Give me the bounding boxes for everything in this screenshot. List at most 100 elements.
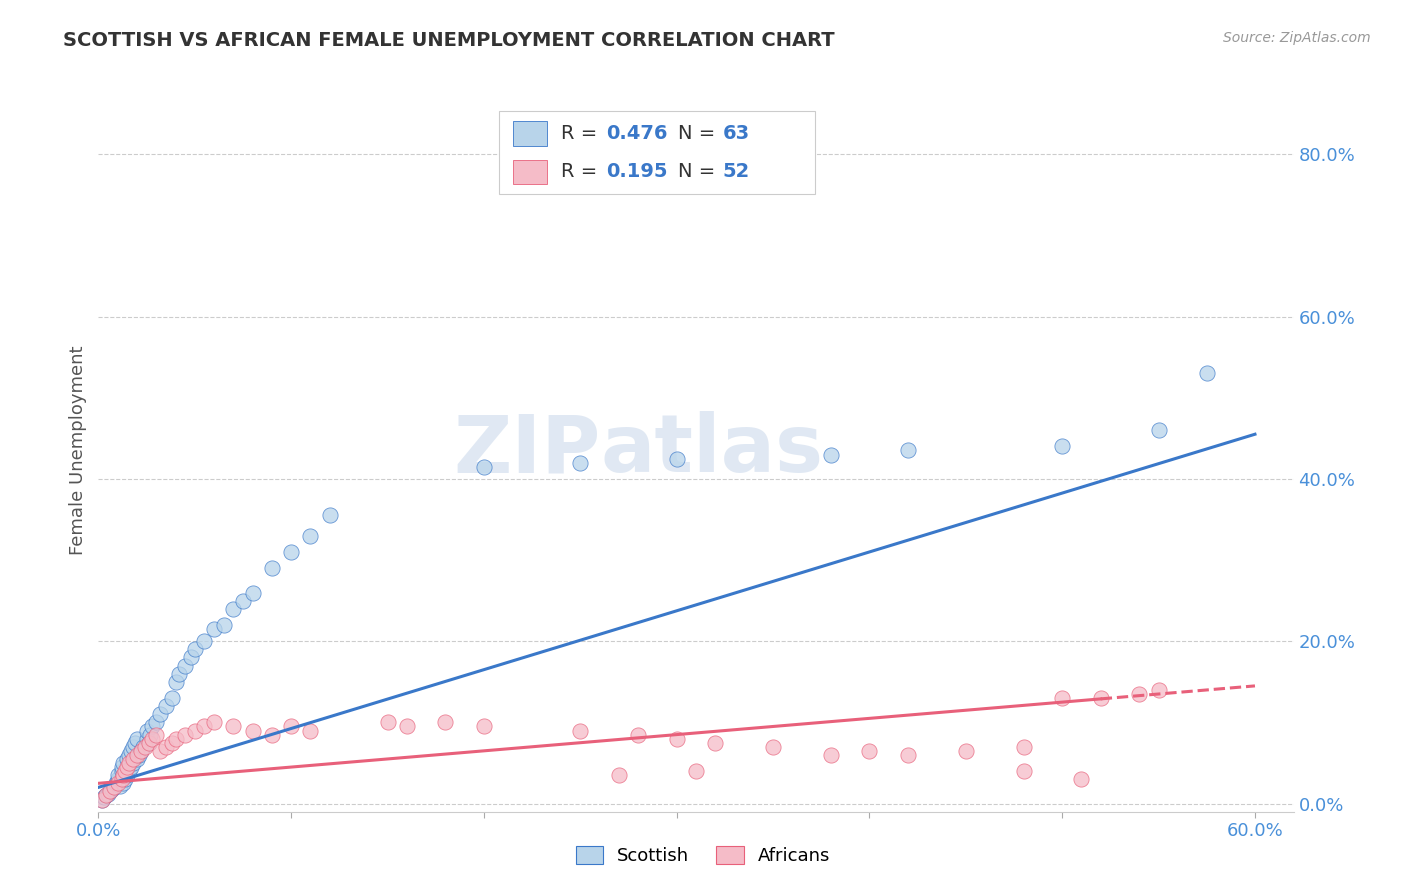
Point — [202, 622, 225, 636]
Point — [762, 739, 785, 754]
Point — [155, 699, 177, 714]
Point — [145, 715, 167, 730]
Point — [1128, 687, 1150, 701]
Point — [91, 792, 114, 806]
Point — [242, 723, 264, 738]
Text: Source: ZipAtlas.com: Source: ZipAtlas.com — [1223, 31, 1371, 45]
Point — [149, 707, 172, 722]
Point — [107, 776, 129, 790]
Point — [114, 772, 136, 787]
Point — [132, 739, 155, 754]
Point — [897, 747, 920, 762]
Text: 52: 52 — [723, 162, 749, 181]
Point — [139, 728, 162, 742]
Point — [141, 719, 163, 733]
Point — [141, 731, 163, 746]
FancyBboxPatch shape — [513, 121, 547, 145]
Point — [129, 744, 152, 758]
Point — [1012, 764, 1035, 778]
Point — [169, 666, 191, 681]
Point — [665, 731, 688, 746]
Point — [472, 459, 495, 474]
Point — [260, 561, 283, 575]
Point — [222, 601, 245, 615]
FancyBboxPatch shape — [513, 160, 547, 184]
Point — [110, 772, 132, 787]
Point — [184, 642, 207, 657]
Point — [395, 719, 418, 733]
Point — [135, 723, 157, 738]
Point — [149, 744, 172, 758]
Point — [101, 782, 124, 797]
Point — [665, 451, 688, 466]
Point — [112, 768, 135, 782]
Point — [1050, 439, 1073, 453]
Text: 0.476: 0.476 — [606, 124, 668, 143]
Point — [94, 789, 117, 803]
Point — [110, 764, 132, 778]
Point — [122, 739, 145, 754]
Text: 0.195: 0.195 — [606, 162, 668, 181]
Text: atlas: atlas — [600, 411, 824, 490]
Point — [569, 723, 592, 738]
Point — [232, 593, 254, 607]
Point — [1012, 739, 1035, 754]
Point — [134, 739, 156, 754]
Point — [135, 731, 157, 746]
Point — [174, 728, 197, 742]
Point — [145, 728, 167, 742]
Point — [91, 792, 114, 806]
Point — [280, 719, 302, 733]
Point — [184, 723, 207, 738]
Point — [434, 715, 457, 730]
Point — [98, 784, 121, 798]
Point — [112, 756, 135, 770]
Point — [165, 674, 187, 689]
Point — [212, 618, 235, 632]
Point — [93, 790, 115, 805]
Text: N =: N = — [678, 162, 721, 181]
Point — [108, 779, 131, 793]
Point — [685, 764, 707, 778]
Point — [193, 719, 215, 733]
FancyBboxPatch shape — [499, 111, 815, 194]
Y-axis label: Female Unemployment: Female Unemployment — [69, 346, 87, 555]
Legend: Scottish, Africans: Scottish, Africans — [567, 837, 839, 874]
Point — [120, 760, 142, 774]
Point — [122, 756, 145, 770]
Point — [858, 744, 880, 758]
Point — [1070, 772, 1092, 787]
Point — [160, 736, 183, 750]
Point — [299, 529, 322, 543]
Point — [107, 772, 129, 787]
Point — [117, 760, 139, 774]
Point — [94, 789, 117, 803]
Text: R =: R = — [561, 124, 603, 143]
Point — [1090, 691, 1112, 706]
Point — [472, 719, 495, 733]
Point — [299, 723, 322, 738]
Text: 63: 63 — [723, 124, 749, 143]
Point — [107, 768, 129, 782]
Point — [107, 773, 129, 788]
Point — [319, 508, 342, 523]
Point — [174, 658, 197, 673]
Point — [202, 715, 225, 730]
Text: N =: N = — [678, 124, 721, 143]
Point — [955, 744, 977, 758]
Point — [1195, 367, 1218, 381]
Point — [260, 728, 283, 742]
Point — [118, 756, 141, 770]
Text: R =: R = — [561, 162, 603, 181]
Point — [120, 744, 142, 758]
Point — [98, 784, 121, 798]
Point — [704, 736, 727, 750]
Text: SCOTTISH VS AFRICAN FEMALE UNEMPLOYMENT CORRELATION CHART: SCOTTISH VS AFRICAN FEMALE UNEMPLOYMENT … — [63, 31, 835, 50]
Point — [897, 443, 920, 458]
Point — [104, 776, 127, 790]
Point — [627, 728, 650, 742]
Point — [138, 736, 160, 750]
Point — [1147, 682, 1170, 697]
Point — [97, 787, 120, 801]
Point — [112, 776, 135, 790]
